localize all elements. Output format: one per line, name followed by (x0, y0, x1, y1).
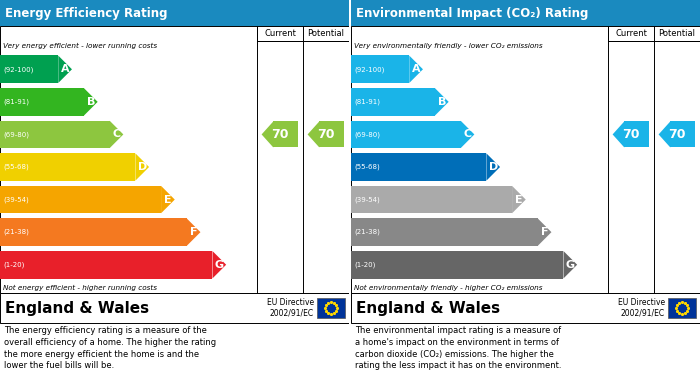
Bar (351, 186, 512, 213)
Text: 70: 70 (668, 128, 686, 141)
Polygon shape (187, 219, 200, 246)
Polygon shape (307, 121, 319, 147)
Text: The energy efficiency rating is a measure of the
overall efficiency of a home. T: The energy efficiency rating is a measur… (4, 326, 216, 370)
Polygon shape (410, 56, 423, 83)
Polygon shape (161, 186, 175, 213)
Bar (0, 0, 349, 26)
Bar (319, 121, 344, 147)
Bar (349, 0, 351, 391)
Bar (351, 88, 435, 116)
Text: B: B (87, 97, 95, 107)
Text: (39-54): (39-54) (354, 196, 379, 203)
Text: C: C (463, 129, 472, 140)
Bar (0, 88, 84, 116)
Text: (55-68): (55-68) (354, 164, 379, 170)
Bar (0, 186, 161, 213)
Bar (608, 26, 700, 41)
Text: A: A (412, 64, 421, 74)
Text: (81-91): (81-91) (354, 99, 380, 105)
Text: Very energy efficient - lower running costs: Very energy efficient - lower running co… (3, 43, 157, 49)
Polygon shape (213, 251, 226, 278)
Polygon shape (659, 121, 671, 147)
Text: Potential: Potential (307, 29, 344, 38)
Text: 70: 70 (622, 128, 640, 141)
Text: (69-80): (69-80) (3, 131, 29, 138)
Text: Current: Current (264, 29, 296, 38)
Bar (351, 120, 461, 148)
Polygon shape (58, 56, 72, 83)
Bar (0, 218, 187, 246)
Text: The environmental impact rating is a measure of
a home's impact on the environme: The environmental impact rating is a mea… (355, 326, 561, 370)
Text: (92-100): (92-100) (3, 66, 34, 73)
Bar (273, 121, 298, 147)
Bar (0, 120, 110, 148)
Polygon shape (84, 88, 98, 115)
Polygon shape (135, 153, 149, 181)
Text: E: E (515, 195, 523, 204)
Bar (351, 0, 700, 26)
Text: C: C (113, 129, 120, 140)
Polygon shape (538, 219, 552, 246)
Polygon shape (564, 251, 577, 278)
Bar (351, 218, 538, 246)
Text: Current: Current (615, 29, 647, 38)
Text: England & Wales: England & Wales (356, 301, 500, 316)
Polygon shape (512, 186, 526, 213)
Bar (351, 251, 564, 278)
Text: Not energy efficient - higher running costs: Not energy efficient - higher running co… (3, 285, 157, 291)
Bar (0, 293, 349, 323)
Bar (0, 251, 213, 278)
Text: D: D (489, 162, 498, 172)
Bar (668, 298, 696, 318)
Text: Environmental Impact (CO₂) Rating: Environmental Impact (CO₂) Rating (356, 7, 589, 20)
Text: Very environmentally friendly - lower CO₂ emissions: Very environmentally friendly - lower CO… (354, 43, 542, 49)
Bar (0, 26, 349, 293)
Bar (351, 153, 486, 181)
Bar (351, 293, 700, 323)
Text: (55-68): (55-68) (3, 164, 29, 170)
Bar (317, 298, 345, 318)
Text: F: F (190, 227, 197, 237)
Text: (92-100): (92-100) (354, 66, 384, 73)
Bar (0, 56, 58, 83)
Text: (39-54): (39-54) (3, 196, 29, 203)
Text: Potential: Potential (659, 29, 696, 38)
Text: B: B (438, 97, 446, 107)
Bar (351, 56, 409, 83)
Text: Energy Efficiency Rating: Energy Efficiency Rating (5, 7, 167, 20)
Text: Not environmentally friendly - higher CO₂ emissions: Not environmentally friendly - higher CO… (354, 285, 542, 291)
Text: EU Directive
2002/91/EC: EU Directive 2002/91/EC (267, 298, 314, 318)
Text: (21-38): (21-38) (3, 229, 29, 235)
Text: England & Wales: England & Wales (5, 301, 149, 316)
Text: (1-20): (1-20) (3, 262, 25, 268)
Polygon shape (262, 121, 273, 147)
Text: E: E (164, 195, 172, 204)
Bar (0, 153, 135, 181)
Bar (624, 121, 650, 147)
Text: (81-91): (81-91) (3, 99, 29, 105)
Text: D: D (138, 162, 147, 172)
Polygon shape (612, 121, 624, 147)
Text: G: G (566, 260, 575, 270)
Bar (351, 26, 700, 293)
Text: F: F (541, 227, 548, 237)
Text: (69-80): (69-80) (354, 131, 380, 138)
Text: 70: 70 (272, 128, 288, 141)
Text: A: A (61, 64, 69, 74)
Bar (257, 26, 349, 41)
Polygon shape (461, 121, 475, 148)
Polygon shape (435, 88, 449, 115)
Text: (1-20): (1-20) (354, 262, 375, 268)
Text: G: G (215, 260, 224, 270)
Polygon shape (486, 153, 500, 181)
Polygon shape (110, 121, 123, 148)
Text: (21-38): (21-38) (354, 229, 380, 235)
Text: 70: 70 (317, 128, 335, 141)
Text: EU Directive
2002/91/EC: EU Directive 2002/91/EC (618, 298, 665, 318)
Bar (671, 121, 695, 147)
